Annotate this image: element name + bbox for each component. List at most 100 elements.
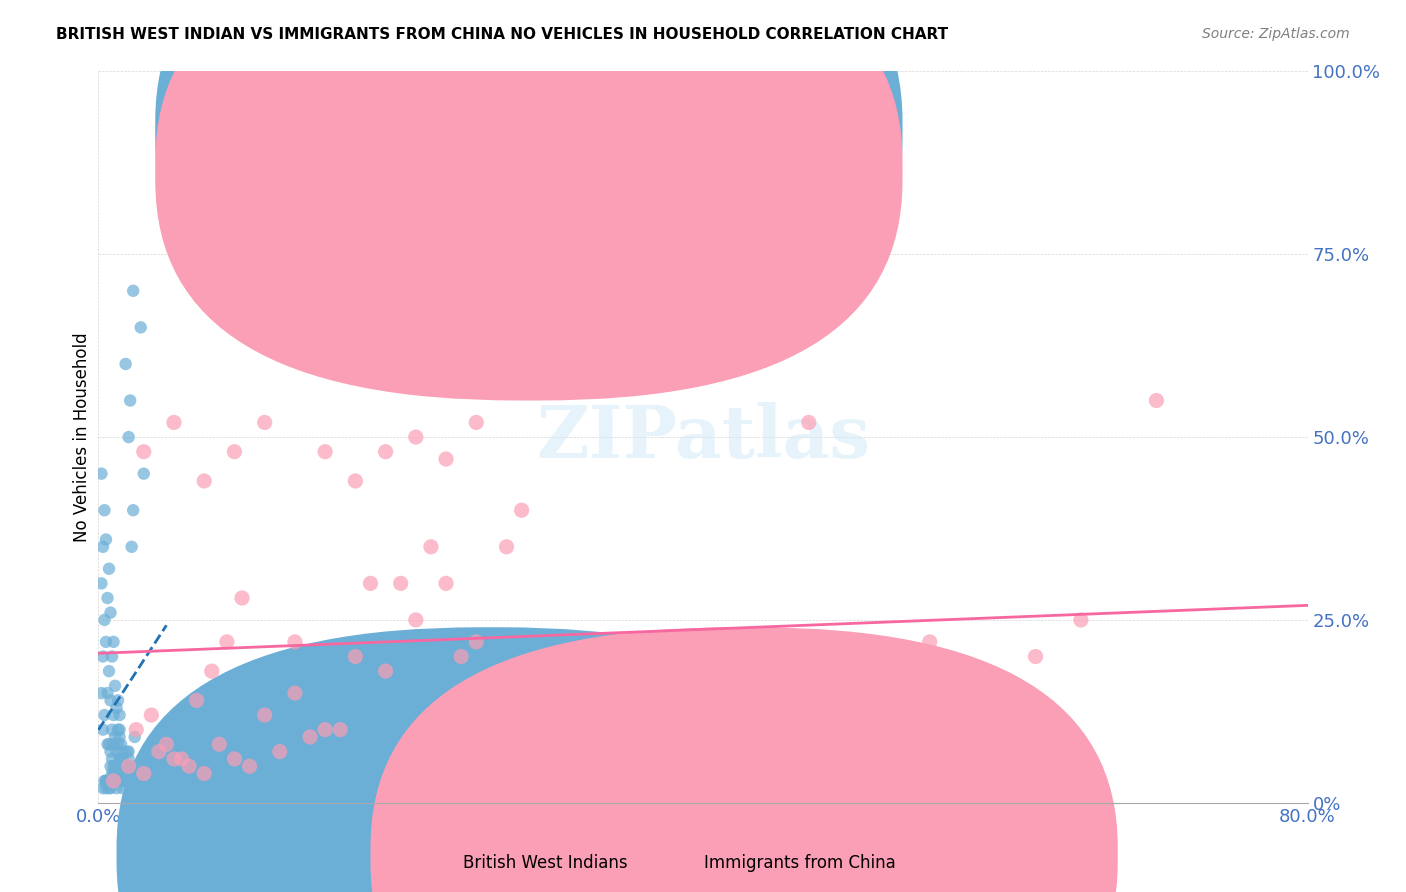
Point	[360, 576, 382, 591]
Point	[510, 503, 533, 517]
Point	[110, 759, 132, 773]
Point	[111, 752, 134, 766]
Point	[1024, 649, 1046, 664]
Point	[96, 591, 118, 605]
Point	[90, 686, 112, 700]
Point	[661, 686, 683, 700]
Point	[111, 759, 134, 773]
Point	[208, 737, 231, 751]
Point	[107, 723, 129, 737]
Point	[132, 467, 155, 481]
Point	[723, 737, 745, 751]
Point	[103, 773, 125, 788]
Point	[90, 467, 112, 481]
Point	[103, 759, 125, 773]
Point	[103, 766, 125, 780]
Point	[797, 416, 820, 430]
Point	[101, 723, 124, 737]
Point	[122, 503, 145, 517]
Point	[108, 723, 131, 737]
Point	[481, 686, 503, 700]
Point	[90, 576, 112, 591]
Point	[105, 700, 128, 714]
Point	[118, 430, 141, 444]
Point	[125, 759, 148, 773]
Point	[110, 773, 132, 788]
Text: BRITISH WEST INDIAN VS IMMIGRANTS FROM CHINA NO VEHICLES IN HOUSEHOLD CORRELATIO: BRITISH WEST INDIAN VS IMMIGRANTS FROM C…	[56, 27, 949, 42]
Point	[105, 745, 128, 759]
Point	[616, 773, 638, 788]
Point	[107, 693, 129, 707]
Point	[344, 649, 367, 664]
Text: R = 0.491   N = 78: R = 0.491 N = 78	[540, 161, 725, 179]
Point	[112, 766, 135, 780]
Point	[314, 444, 336, 458]
Point	[98, 737, 121, 751]
Point	[94, 781, 117, 796]
Point	[93, 503, 115, 517]
Point	[93, 773, 115, 788]
Point	[571, 708, 593, 723]
Point	[104, 759, 127, 773]
FancyBboxPatch shape	[155, 0, 903, 401]
Point	[201, 664, 224, 678]
Point	[420, 540, 443, 554]
Point	[231, 591, 253, 605]
Point	[98, 562, 121, 576]
Text: British West Indians: British West Indians	[464, 854, 628, 872]
Point	[132, 444, 155, 458]
Point	[179, 759, 201, 773]
Text: Source: ZipAtlas.com: Source: ZipAtlas.com	[1202, 27, 1350, 41]
Point	[129, 320, 152, 334]
Point	[155, 737, 177, 751]
Point	[110, 737, 132, 751]
Point	[111, 781, 134, 796]
Point	[125, 723, 148, 737]
Point	[100, 759, 122, 773]
Point	[114, 773, 136, 788]
Point	[101, 649, 124, 664]
Point	[253, 708, 276, 723]
Point	[284, 635, 307, 649]
Point	[94, 533, 117, 547]
Point	[918, 635, 941, 649]
Point	[405, 430, 427, 444]
Point	[115, 759, 138, 773]
Point	[108, 708, 131, 723]
Point	[98, 781, 121, 796]
Point	[96, 773, 118, 788]
Point	[465, 416, 488, 430]
Point	[114, 766, 136, 780]
Point	[692, 723, 714, 737]
Point	[555, 781, 578, 796]
Point	[100, 745, 122, 759]
Point	[101, 752, 124, 766]
Point	[193, 474, 215, 488]
Point	[104, 766, 127, 780]
Point	[124, 730, 146, 744]
Point	[314, 723, 336, 737]
Point	[676, 773, 699, 788]
FancyBboxPatch shape	[498, 78, 860, 211]
Point	[105, 773, 128, 788]
Text: R = 0.271   N = 89: R = 0.271 N = 89	[540, 120, 725, 139]
Point	[93, 613, 115, 627]
Point	[299, 730, 322, 744]
Point	[94, 635, 117, 649]
Point	[93, 708, 115, 723]
Point	[108, 752, 131, 766]
Point	[103, 635, 125, 649]
Point	[91, 781, 114, 796]
Point	[647, 766, 669, 780]
Point	[108, 730, 131, 744]
Text: ZIPatlas: ZIPatlas	[536, 401, 870, 473]
Point	[434, 576, 457, 591]
Point	[107, 773, 129, 788]
Point	[118, 752, 141, 766]
Point	[112, 766, 135, 780]
Point	[96, 737, 118, 751]
Point	[148, 745, 170, 759]
Point	[540, 664, 562, 678]
Point	[110, 773, 132, 788]
Point	[783, 693, 806, 707]
